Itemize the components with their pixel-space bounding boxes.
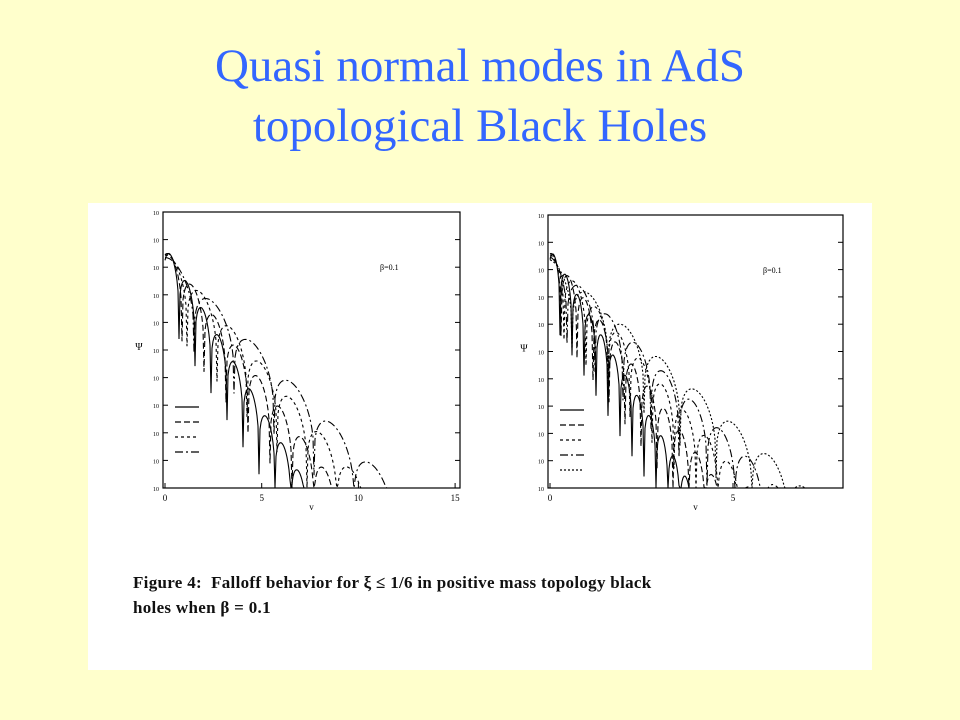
y-tick-label: 10 (538, 296, 544, 302)
x-label: v (309, 502, 314, 512)
y-tick-label: 10 (538, 269, 544, 275)
y-tick-label: 10 (538, 241, 544, 247)
x-tick-label: 0 (163, 493, 168, 503)
title: topological Black Holes (252, 100, 708, 152)
caption: holes when β = 0.1 (133, 598, 271, 617)
title: Quasi normal modes in AdS (214, 40, 746, 92)
curve (549, 254, 754, 489)
curve (549, 259, 810, 489)
y-tick-label: 10 (538, 405, 544, 411)
figure: 10 10 10 10 10 10 10 10 10 10 10 0 5 10 15 v Ψβ=0.1 10 10 1… (135, 211, 844, 512)
y-tick-label: 10 (153, 294, 159, 300)
annotation: β=0.1 (763, 266, 782, 275)
y-tick-label: 10 (153, 487, 159, 493)
x-tick-label: 15 (451, 493, 461, 503)
curve (164, 252, 341, 489)
x-tick-label: 10 (354, 493, 364, 503)
curve (549, 252, 725, 489)
plot-frame (162, 211, 461, 489)
curve (165, 257, 399, 489)
y-label: Ψ (135, 342, 143, 353)
y-tick-label: 10 (153, 459, 159, 465)
y-tick-label: 10 (538, 214, 544, 220)
y-tick-label: 10 (153, 211, 159, 217)
caption: Figure 4: Falloff behavior for ξ ≤ 1/6 i… (133, 573, 652, 593)
y-tick-label: 10 (538, 323, 544, 329)
y-tick-label: 10 (153, 266, 159, 272)
y-tick-label: 10 (153, 377, 159, 383)
y-tick-label: 10 (538, 460, 544, 466)
y-tick-label: 10 (153, 349, 159, 355)
y-tick-label: 10 (153, 404, 159, 410)
y-tick-label: 10 (153, 321, 159, 327)
y-tick-label: 10 (538, 378, 544, 384)
y-label: Ψ (520, 344, 528, 355)
x-tick-label: 5 (259, 493, 264, 503)
plot-frame (547, 214, 844, 489)
y-tick-label: 10 (153, 432, 159, 438)
caption-label: Figure 4: (133, 573, 202, 592)
y-tick-label: 10 (538, 432, 544, 438)
x-tick-label: 5 (731, 493, 736, 503)
y-tick-label: 10 (153, 239, 159, 245)
y-tick-label: 10 (538, 487, 544, 493)
y-tick-label: 10 (538, 351, 544, 357)
x-tick-label: 0 (548, 493, 553, 503)
x-label: v (693, 502, 698, 512)
annotation: β=0.1 (380, 263, 399, 272)
caption-text: Falloff behavior for ξ ≤ 1/6 in positive… (211, 573, 652, 592)
curve (164, 254, 371, 489)
curve (164, 252, 311, 489)
